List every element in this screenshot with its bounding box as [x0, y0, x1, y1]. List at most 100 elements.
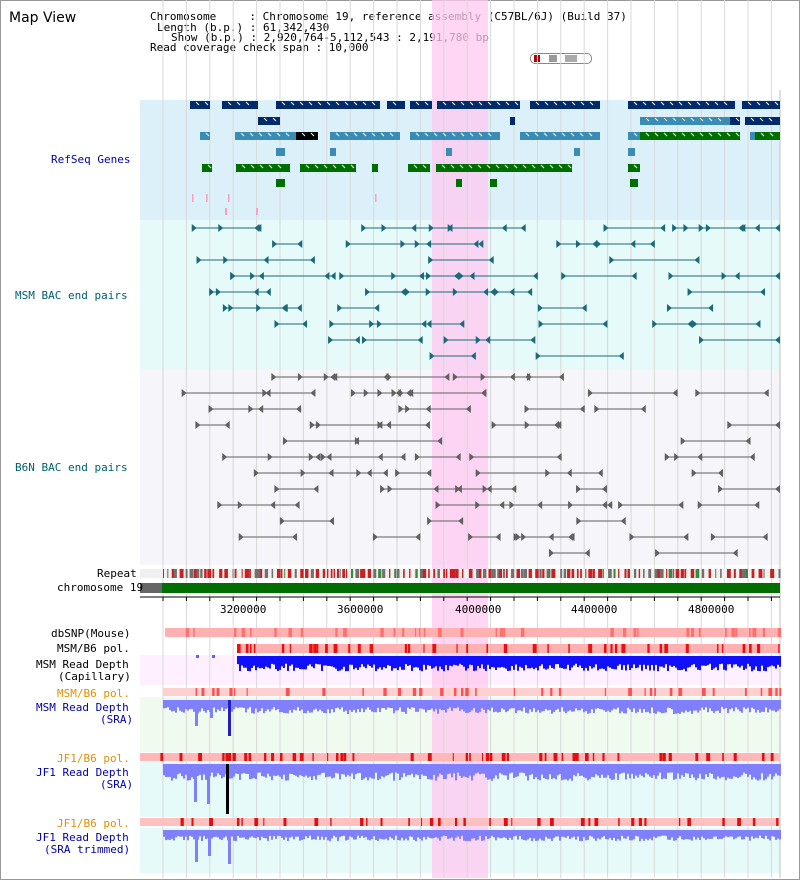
msm-pol-variant — [749, 644, 752, 653]
jf1-read-depth-sra-label[interactable]: JF1 Read Depth — [36, 766, 129, 779]
jf1-b6-pol-label[interactable]: JF1/B6 pol. — [57, 752, 130, 765]
msm-sra-depth — [417, 700, 419, 712]
jf1-trimmed-depth — [373, 830, 375, 837]
msm-capillary-depth — [293, 656, 295, 671]
jf1-sra-depth — [211, 764, 213, 773]
jf1-sra-depth — [495, 764, 497, 776]
msm-capillary-depth — [761, 656, 763, 666]
repeat-element — [763, 569, 765, 578]
msm-capillary-depth — [281, 656, 283, 667]
repeat-element — [672, 569, 675, 578]
jf1-sra-depth — [737, 764, 739, 778]
jf1-sra-depth — [723, 764, 725, 777]
gene-strand-tick — [553, 101, 558, 106]
jf1-sra-depth — [703, 764, 705, 780]
jf1-trimmed-depth — [339, 830, 341, 838]
jf1-sra-depth — [533, 764, 535, 780]
msm-bac-pair-end — [296, 304, 302, 312]
b6n-bac-end-pairs-label[interactable]: B6N BAC end pairs — [15, 461, 128, 474]
msm-sra-depth — [623, 700, 625, 714]
jf1-b6-pol-trimmed-label[interactable]: JF1/B6 pol. — [57, 817, 130, 830]
msm-sra-depth — [387, 700, 389, 708]
jf1-sra-depth — [177, 764, 179, 775]
jf1-trimmed-depth — [293, 830, 295, 840]
jf1-trimmed-depth — [589, 830, 591, 836]
jf1-sra-depth — [309, 764, 311, 777]
msm-sra-depth — [449, 700, 451, 708]
dbsnp-label[interactable]: dbSNP(Mouse) — [51, 627, 131, 640]
msm-capillary-depth — [303, 656, 305, 670]
jf1-pol-variant — [327, 753, 329, 761]
dbsnp-variant — [698, 628, 701, 637]
jf1-trim-pol-variant — [430, 818, 434, 826]
msm-sra-depth — [567, 700, 569, 712]
msm-b6-pol-sra-label[interactable]: MSM/B6 pol. — [57, 687, 130, 700]
refseq-genes-label[interactable]: RefSeq Genes — [51, 153, 131, 166]
jf1-trimmed-depth — [193, 830, 195, 840]
msm-sra-depth — [651, 700, 653, 708]
msm-sra-depth — [769, 700, 771, 710]
repeat-element — [403, 569, 405, 578]
jf1-trimmed-depth — [377, 830, 379, 842]
msm-sra-depth — [301, 700, 303, 710]
jf1-trimmed-depth — [631, 830, 633, 841]
jf1-sra-depth — [547, 764, 549, 780]
repeat-element — [624, 569, 627, 578]
jf1-trimmed-depth — [773, 830, 775, 837]
repeat-element — [415, 569, 418, 578]
msm-bac-end-pairs-label[interactable]: MSM BAC end pairs — [15, 289, 128, 302]
msm-sra-depth — [367, 700, 369, 708]
msm-pol-variant — [503, 644, 508, 653]
msm-sra-pol-variant — [322, 688, 326, 696]
jf1-sra-depth — [679, 764, 681, 779]
dbsnp-variant — [249, 628, 252, 637]
msm-sra-depth — [391, 700, 393, 709]
refseq-gene — [410, 101, 432, 109]
b6n-bac-pair-end — [274, 485, 280, 493]
msm-b6-pol-label[interactable]: MSM/B6 pol. — [57, 642, 130, 655]
jf1-sra-depth — [259, 764, 261, 773]
b6n-bac-pair-end — [267, 453, 273, 461]
jf1-trimmed-depth — [491, 830, 493, 836]
msm-capillary-depth — [513, 656, 515, 670]
msm-read-depth-capillary-label[interactable]: MSM Read Depth — [36, 658, 129, 671]
gene-strand-tick — [442, 101, 447, 106]
repeat-element — [244, 569, 248, 578]
jf1-trim-pol-variant — [263, 818, 265, 826]
msm-capillary-depth — [755, 656, 757, 667]
refseq-gene — [742, 101, 780, 109]
jf1-sra-depth — [577, 764, 579, 774]
msm-sra-depth — [385, 700, 387, 710]
jf1-sra-depth — [439, 764, 441, 774]
jf1-trimmed-depth — [239, 830, 241, 838]
msm-read-depth-sra-label[interactable]: MSM Read Depth — [36, 701, 129, 714]
msm-sra-depth — [343, 700, 345, 712]
jf1-sra-depth — [269, 764, 271, 777]
msm-pol-variant — [348, 644, 351, 653]
refseq-gene — [235, 132, 296, 140]
jf1-read-depth-trimmed-label[interactable]: JF1 Read Depth — [36, 831, 129, 844]
jf1-sra-depth — [279, 764, 281, 777]
repeat-element — [535, 569, 539, 578]
msm-sra-depth — [593, 700, 595, 713]
msm-capillary-depth — [719, 656, 721, 665]
jf1-pol-variant — [668, 753, 672, 761]
jf1-trimmed-depth — [685, 830, 687, 839]
jf1-sra-depth — [369, 764, 371, 778]
repeat-element — [378, 569, 382, 578]
jf1-trimmed-depth — [267, 830, 269, 841]
msm-sra-pol-variant — [744, 688, 747, 696]
jf1-trimmed-depth — [163, 830, 165, 837]
jf1-trimmed-depth — [727, 830, 729, 838]
gene-strand-tick — [451, 132, 456, 137]
msm-sra-depth — [303, 700, 305, 714]
jf1-sra-depth — [399, 764, 401, 781]
msm-sra-pol-variant — [216, 688, 220, 696]
msm-sra-depth — [163, 700, 165, 709]
refseq-gene — [628, 132, 640, 140]
gene-strand-tick — [250, 164, 255, 169]
msm-capillary-depth — [507, 656, 509, 671]
gene-strand-tick — [549, 164, 554, 169]
jf1-sra-depth — [539, 764, 541, 781]
